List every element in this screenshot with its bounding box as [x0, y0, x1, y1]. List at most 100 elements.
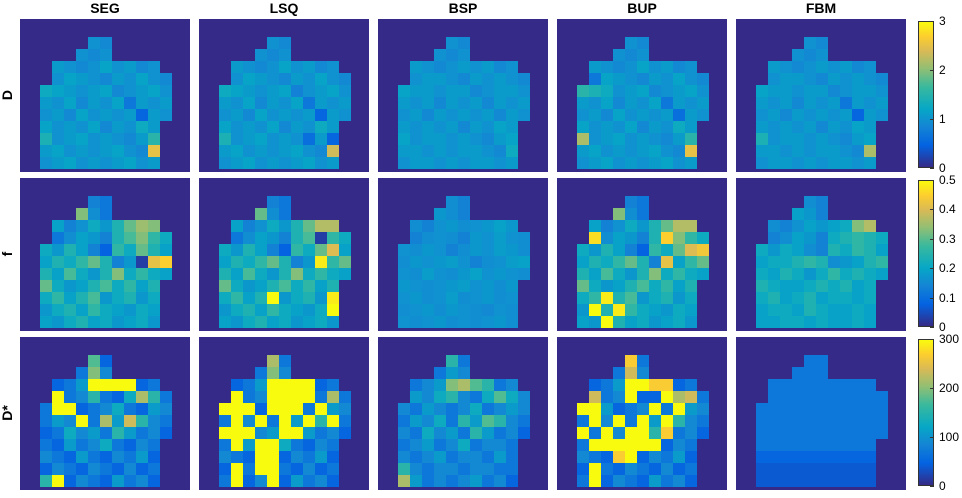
heatmap-cell — [804, 403, 816, 415]
heatmap-cell — [422, 61, 434, 73]
heatmap-cell — [625, 37, 637, 49]
heatmap-cell — [160, 85, 172, 97]
heatmap-cell — [589, 268, 601, 280]
heatmap-cell — [279, 109, 291, 121]
heatmap-cell — [100, 133, 112, 145]
heatmap-cell — [219, 97, 231, 109]
heatmap-cell — [852, 145, 864, 157]
heatmap-cell — [494, 439, 506, 451]
colorbar-tick-mark — [930, 297, 934, 299]
heatmap-cell — [458, 208, 470, 220]
heatmap-cell — [76, 427, 88, 439]
heatmap-cell — [637, 304, 649, 316]
heatmap-cell — [649, 61, 661, 73]
heatmap-cell — [601, 379, 613, 391]
heatmap-cell — [637, 391, 649, 403]
heatmap-cell — [518, 256, 530, 268]
heatmap-cell — [577, 97, 589, 109]
heatmap-cell — [649, 244, 661, 256]
heatmap-cell — [864, 463, 876, 475]
heatmap-cell — [625, 280, 637, 292]
heatmap-cell — [136, 256, 148, 268]
heatmap-cell — [625, 463, 637, 475]
heatmap-cell — [291, 232, 303, 244]
heatmap-cell — [589, 121, 601, 133]
heatmap-cell — [577, 280, 589, 292]
heatmap-cell — [40, 109, 52, 121]
heatmap-cell — [446, 304, 458, 316]
heatmap-cell — [327, 463, 339, 475]
heatmap-cell — [112, 280, 124, 292]
heatmap-cell — [816, 121, 828, 133]
heatmap-cell — [219, 463, 231, 475]
heatmap-cell — [804, 145, 816, 157]
heatmap-cell — [40, 256, 52, 268]
heatmap-cell — [291, 97, 303, 109]
heatmap-cell — [231, 133, 243, 145]
heatmap-cell — [506, 316, 518, 328]
heatmap-cell — [470, 220, 482, 232]
heatmap-cell — [64, 73, 76, 85]
heatmap-cell — [625, 220, 637, 232]
colorbar-tick-mark — [930, 70, 934, 71]
heatmap-cell — [601, 256, 613, 268]
heatmap-cell — [40, 85, 52, 97]
heatmap-cell — [864, 145, 876, 157]
heatmap-cell — [64, 427, 76, 439]
heatmap-cell — [577, 121, 589, 133]
heatmap-cell — [852, 451, 864, 463]
colorbar-tick-mark — [930, 238, 934, 240]
heatmap-cell — [267, 220, 279, 232]
heatmap-cell — [100, 379, 112, 391]
heatmap-cell — [410, 109, 422, 121]
heatmap-cell — [876, 403, 888, 415]
heatmap-cell — [852, 403, 864, 415]
heatmap-cell — [112, 415, 124, 427]
heatmap-cell — [482, 85, 494, 97]
heatmap-cell — [756, 97, 768, 109]
heatmap-cell — [816, 415, 828, 427]
heatmap-cell — [840, 73, 852, 85]
heatmap-cell — [804, 355, 816, 367]
heatmap-cell — [768, 415, 780, 427]
heatmap-cell — [864, 133, 876, 145]
row-label-f: f — [0, 251, 15, 256]
heatmap-cell — [434, 61, 446, 73]
heatmap-cell — [780, 304, 792, 316]
heatmap-cell — [76, 121, 88, 133]
heatmap-cell — [613, 85, 625, 97]
heatmap-cell — [231, 415, 243, 427]
heatmap-cell — [661, 415, 673, 427]
heatmap-cell — [124, 379, 136, 391]
heatmap-cell — [64, 157, 76, 169]
heatmap-cell — [637, 109, 649, 121]
heatmap-cell — [685, 244, 697, 256]
heatmap-cell — [637, 85, 649, 97]
heatmap-cell — [780, 145, 792, 157]
heatmap-cell — [661, 475, 673, 487]
heatmap-cell — [303, 73, 315, 85]
heatmap-cell — [661, 61, 673, 73]
heatmap-cell — [267, 37, 279, 49]
heatmap-cell — [816, 109, 828, 121]
heatmap-cell — [219, 256, 231, 268]
heatmap-cell — [458, 220, 470, 232]
heatmap-cell — [625, 379, 637, 391]
heatmap-cell — [458, 355, 470, 367]
heatmap-cell — [697, 391, 709, 403]
heatmap-cell — [852, 244, 864, 256]
heatmap-cell — [267, 157, 279, 169]
heatmap-cell — [637, 403, 649, 415]
colorbar-tick-mark — [930, 119, 934, 120]
heatmap-cell — [613, 97, 625, 109]
heatmap-cell — [458, 133, 470, 145]
heatmap-cell — [470, 157, 482, 169]
heatmap-cell — [458, 427, 470, 439]
heatmap-cell — [589, 73, 601, 85]
heatmap-cell — [243, 145, 255, 157]
heatmap-cell — [804, 475, 816, 487]
heatmap-cell — [267, 49, 279, 61]
heatmap-cell — [267, 208, 279, 220]
heatmap-cell — [112, 145, 124, 157]
heatmap-cell — [124, 304, 136, 316]
